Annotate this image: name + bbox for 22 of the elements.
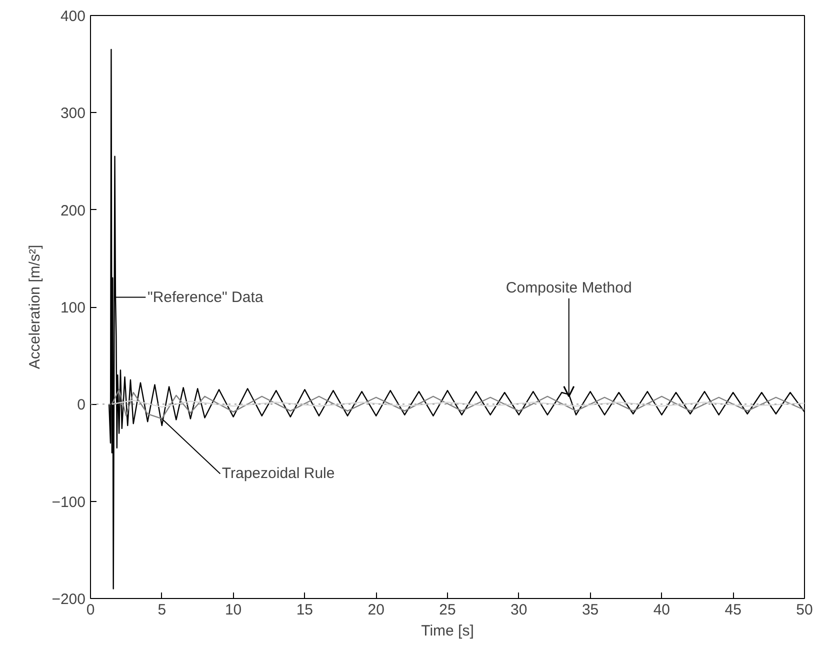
annotation: "Reference" Data [147,288,264,306]
y-tick-label: 300 [60,105,86,122]
x-axis-title: Time [s] [421,622,474,640]
annotation: Composite Method [506,279,632,296]
x-tick-label: 15 [296,602,314,618]
x-tick-label: 30 [510,602,528,618]
x-tick-label: 35 [582,602,599,618]
y-tick-label: −100 [52,494,86,511]
annotation: Trapezoidal Rule [222,465,335,482]
y-tick-label: 100 [60,300,86,316]
x-tick-label: 40 [653,602,670,618]
y-tick-label: 400 [60,8,86,25]
x-tick-label: 45 [724,602,742,618]
y-tick-label: 0 [77,396,86,414]
y-tick-label: −200 [52,591,86,608]
x-tick-label: 20 [368,602,384,618]
x-tick-label: 25 [439,602,456,618]
x-tick-label: 50 [796,602,813,618]
y-tick-label: 200 [60,202,86,220]
x-tick-label: 10 [224,602,242,618]
y-axis-title: Acceleration [m/s²] [26,244,44,370]
x-tick-label: 5 [158,602,166,618]
